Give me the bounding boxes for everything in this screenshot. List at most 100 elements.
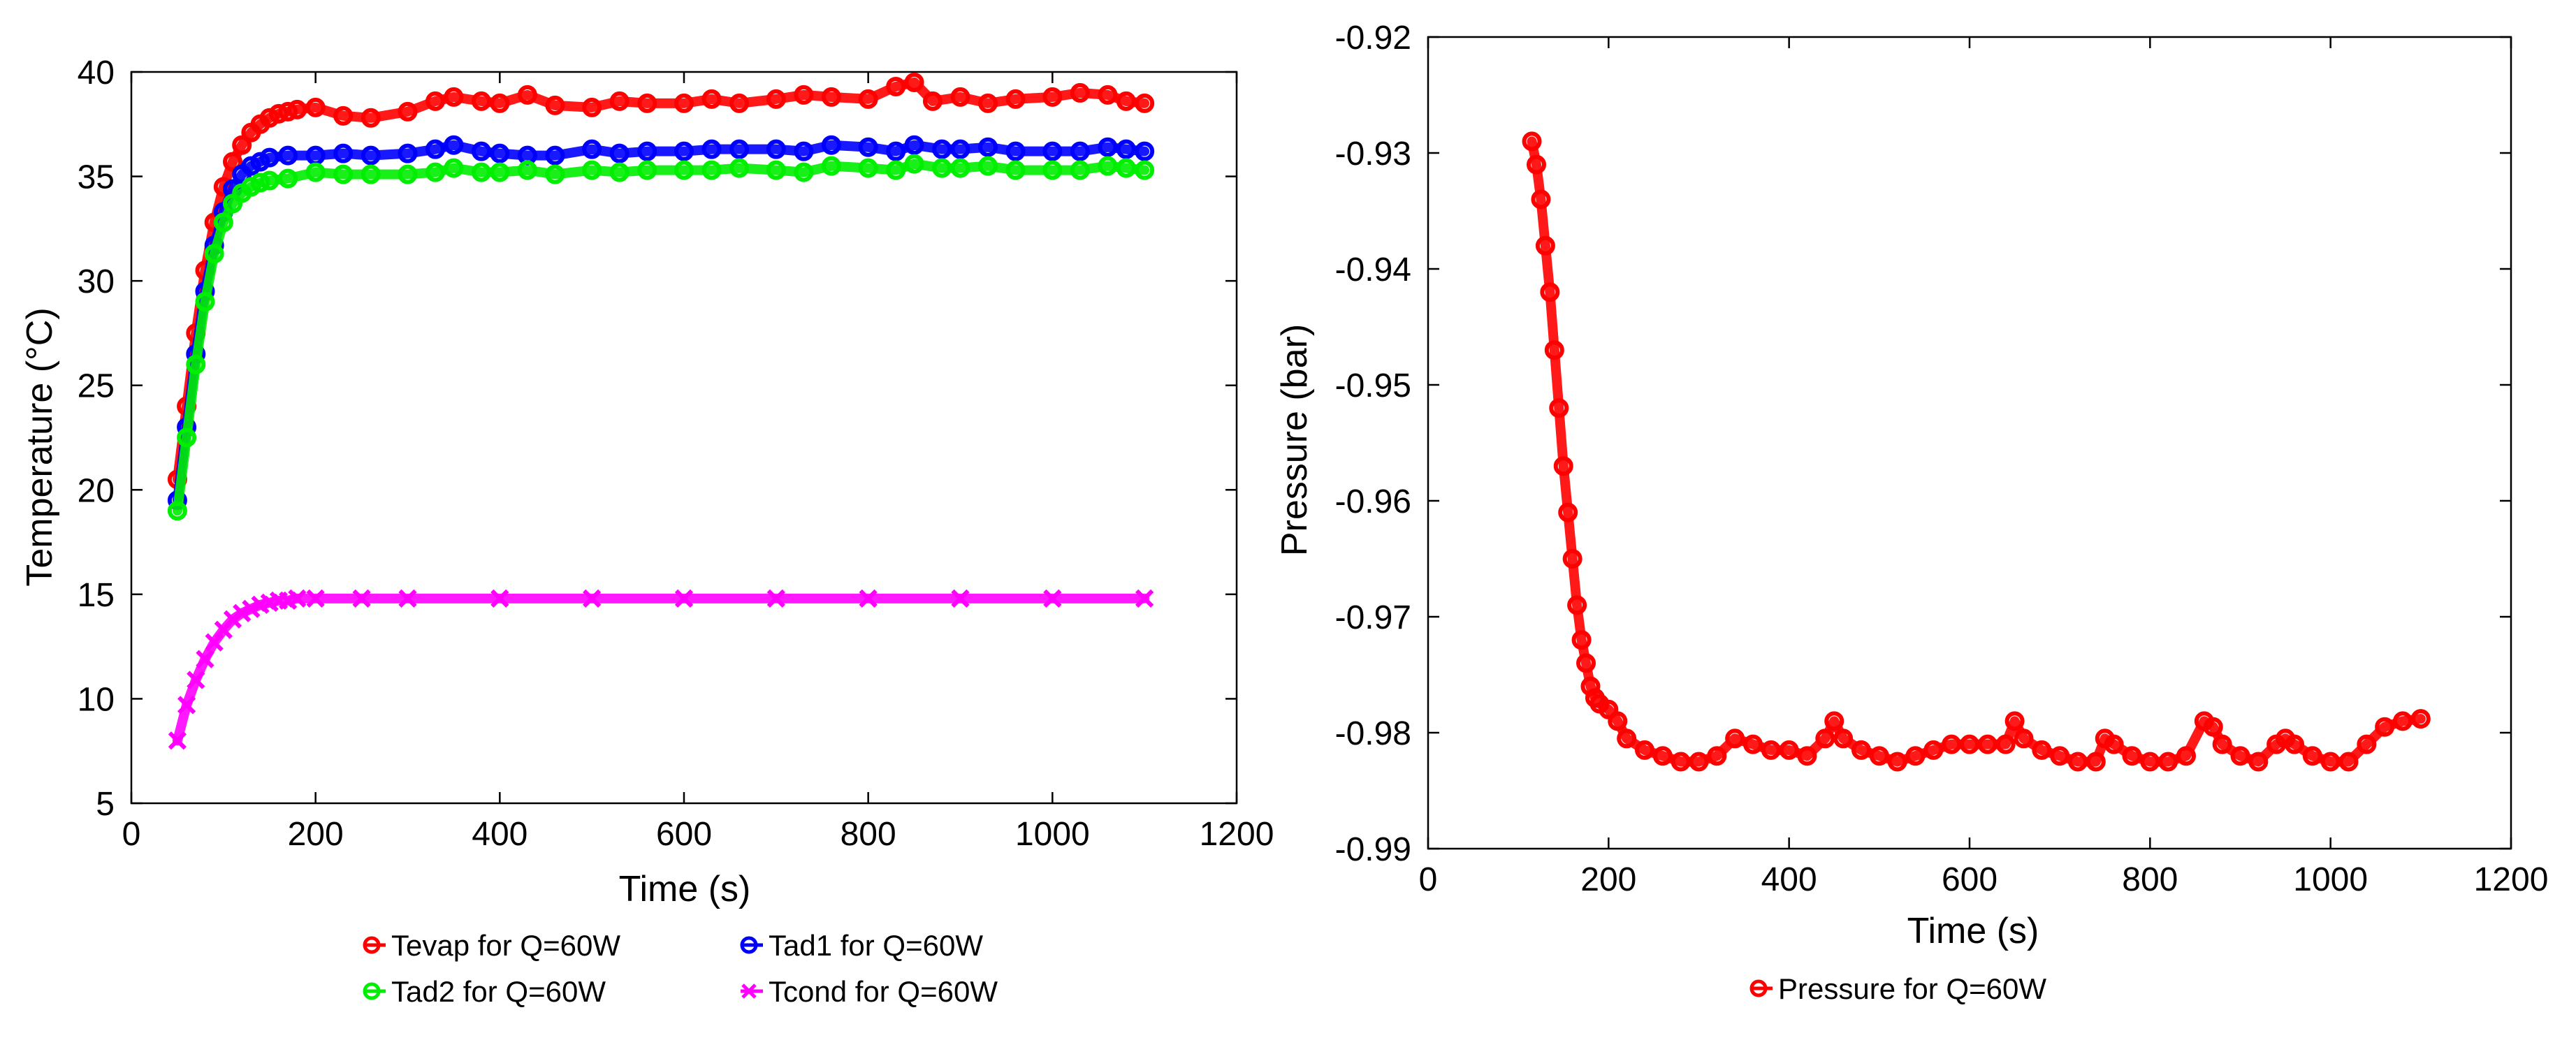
data-point bbox=[259, 170, 279, 191]
legend-label: Tad2 for Q=60W bbox=[391, 975, 606, 1008]
legend-item: Tad1 for Q=60W bbox=[740, 929, 983, 962]
y-tick-label: 25 bbox=[78, 368, 115, 405]
data-point bbox=[1043, 589, 1062, 608]
data-point bbox=[352, 589, 371, 608]
y-tick-label: -0.99 bbox=[1335, 831, 1411, 868]
data-point bbox=[1851, 740, 1871, 760]
data-point bbox=[932, 158, 952, 178]
data-point bbox=[444, 135, 464, 155]
data-point bbox=[361, 164, 381, 184]
data-point bbox=[2357, 734, 2377, 754]
data-point bbox=[2004, 711, 2025, 731]
data-point bbox=[858, 89, 878, 109]
data-point bbox=[1887, 752, 1907, 772]
data-point bbox=[398, 589, 417, 608]
data-point bbox=[582, 97, 602, 117]
data-point bbox=[950, 139, 970, 159]
data-point bbox=[2248, 752, 2269, 772]
data-point bbox=[1098, 137, 1118, 157]
data-point bbox=[1617, 729, 1637, 749]
data-point bbox=[1042, 87, 1063, 107]
series-trail bbox=[1527, 136, 2426, 767]
data-point bbox=[223, 152, 243, 172]
data-point bbox=[858, 158, 878, 178]
data-point bbox=[821, 87, 841, 107]
series-tevap-for-q-60w bbox=[167, 72, 1155, 490]
data-point bbox=[886, 141, 906, 161]
data-point bbox=[361, 108, 381, 128]
data-point bbox=[2032, 740, 2052, 760]
data-point bbox=[1671, 752, 1691, 772]
data-point bbox=[490, 589, 509, 608]
data-point bbox=[545, 95, 565, 115]
x-tick-label: 1200 bbox=[2474, 861, 2549, 898]
data-point bbox=[794, 85, 814, 105]
data-point bbox=[398, 101, 418, 122]
data-point bbox=[609, 143, 630, 163]
data-point bbox=[1531, 189, 1551, 210]
data-point bbox=[729, 93, 750, 113]
series-tad2-for-q-60w bbox=[167, 154, 1155, 521]
data-point bbox=[2230, 746, 2250, 766]
data-point bbox=[242, 599, 261, 618]
data-point bbox=[1571, 630, 1592, 650]
data-point bbox=[278, 145, 298, 166]
data-point bbox=[674, 93, 694, 113]
x-tick-label: 1000 bbox=[1015, 816, 1090, 853]
data-point bbox=[305, 162, 326, 182]
data-point bbox=[333, 105, 354, 126]
data-point bbox=[1070, 160, 1090, 180]
data-point bbox=[1761, 740, 1781, 760]
data-point bbox=[259, 147, 279, 168]
data-point bbox=[2068, 752, 2088, 772]
data-point bbox=[490, 143, 510, 163]
data-point bbox=[932, 139, 952, 159]
x-tick-label: 400 bbox=[472, 816, 527, 853]
data-point bbox=[886, 76, 906, 96]
data-point bbox=[1070, 141, 1090, 161]
data-point bbox=[1977, 734, 1998, 754]
data-point bbox=[1905, 746, 1926, 766]
data-point bbox=[1549, 398, 1569, 418]
data-point bbox=[233, 603, 252, 622]
x-axis-title: Time (s) bbox=[619, 869, 751, 909]
data-point bbox=[1779, 740, 1799, 760]
data-point bbox=[1869, 746, 1889, 766]
data-point bbox=[278, 168, 298, 189]
x-axis-title: Time (s) bbox=[1907, 911, 2039, 951]
y-tick-label: -0.98 bbox=[1335, 715, 1411, 752]
data-point bbox=[1689, 752, 1709, 772]
data-point bbox=[904, 72, 924, 92]
legend-item: Tevap for Q=60W bbox=[363, 929, 620, 962]
data-point bbox=[425, 162, 446, 182]
data-point bbox=[2122, 746, 2142, 766]
data-point bbox=[766, 139, 786, 159]
data-point bbox=[582, 139, 602, 159]
data-point bbox=[1942, 734, 1962, 754]
data-point bbox=[821, 156, 841, 176]
data-point bbox=[1544, 340, 1564, 360]
data-point bbox=[1135, 141, 1155, 161]
y-tick-label: -0.97 bbox=[1335, 599, 1411, 636]
data-point bbox=[204, 244, 224, 264]
data-point bbox=[287, 99, 307, 119]
data-point bbox=[398, 164, 418, 184]
temperature-chart: 0 200 400 600 800 1000 1200 5 10 15 20 25 30 35 40 Time… bbox=[20, 54, 1274, 1008]
data-point bbox=[213, 212, 233, 233]
data-point bbox=[2140, 752, 2160, 772]
data-point bbox=[1535, 235, 1555, 256]
series-tad1-for-q-60w bbox=[167, 135, 1155, 511]
data-point bbox=[701, 89, 722, 109]
data-point bbox=[1923, 740, 1944, 760]
data-point bbox=[444, 87, 464, 107]
data-point bbox=[425, 139, 446, 159]
data-point bbox=[259, 108, 279, 128]
data-point bbox=[177, 427, 197, 448]
data-point bbox=[609, 162, 630, 182]
y-tick-label: 15 bbox=[78, 577, 115, 614]
data-point bbox=[950, 87, 970, 107]
data-point bbox=[517, 160, 537, 180]
data-point bbox=[1797, 746, 1817, 766]
data-point bbox=[471, 141, 491, 161]
data-point bbox=[168, 731, 187, 750]
